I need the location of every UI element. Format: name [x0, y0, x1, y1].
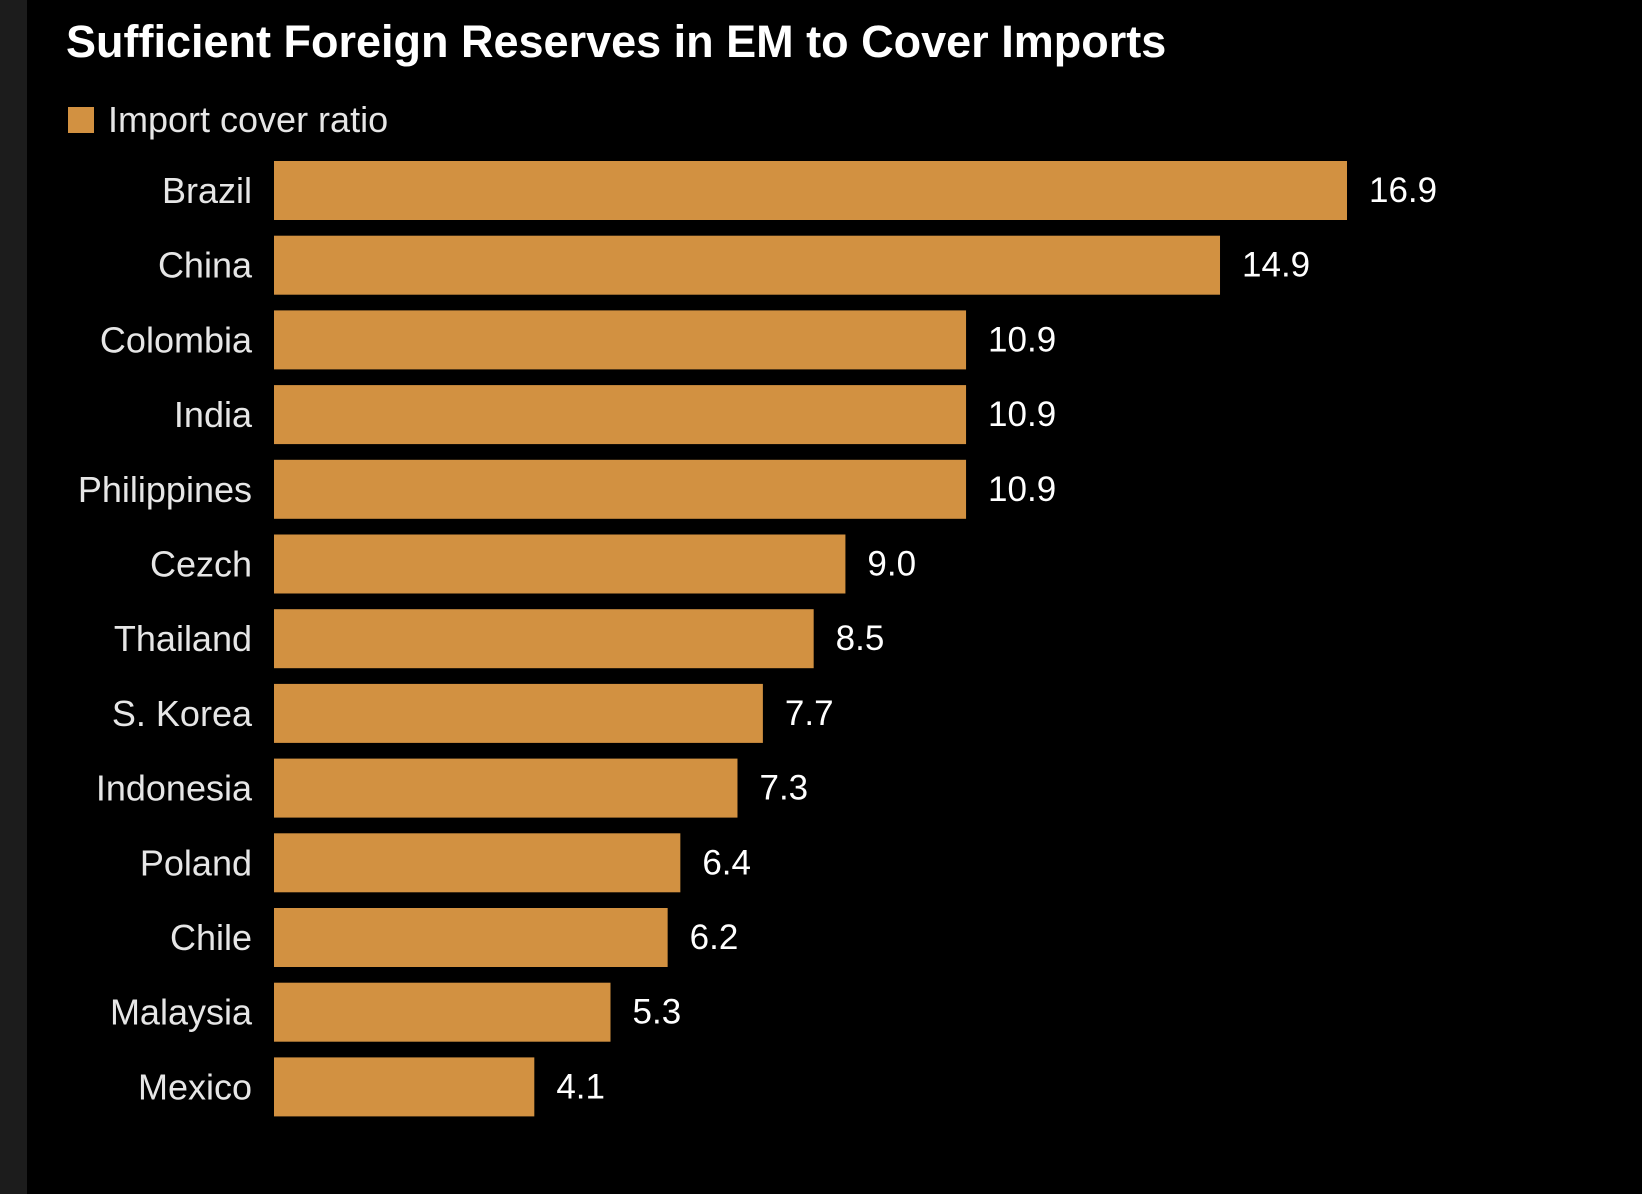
category-label: Colombia: [100, 319, 253, 360]
bar-cezch: [274, 534, 846, 594]
value-label: 10.9: [988, 395, 1056, 434]
legend-label: Import cover ratio: [108, 99, 389, 140]
value-label: 14.9: [1242, 246, 1310, 285]
category-label: Indonesia: [96, 768, 253, 809]
bar-malaysia: [274, 982, 611, 1042]
value-label: 5.3: [633, 993, 682, 1032]
bar-mexico: [274, 1057, 535, 1117]
value-label: 10.9: [988, 470, 1056, 509]
category-label: S. Korea: [112, 693, 253, 734]
value-label: 7.7: [785, 694, 834, 733]
category-label: Chile: [170, 917, 252, 958]
bar-chile: [274, 908, 668, 967]
value-label: 6.4: [702, 843, 751, 882]
value-label: 10.9: [988, 320, 1056, 359]
bar-thailand: [274, 609, 814, 669]
category-label: Thailand: [114, 618, 252, 659]
category-label: Poland: [140, 842, 252, 883]
value-label: 4.1: [556, 1067, 605, 1106]
chart-title: Sufficient Foreign Reserves in EM to Cov…: [66, 16, 1167, 67]
bar-indonesia: [274, 758, 738, 818]
bar-india: [274, 385, 967, 445]
value-label: 16.9: [1369, 171, 1437, 210]
bar-philippines: [274, 459, 967, 519]
bar-colombia: [274, 310, 967, 370]
category-label: India: [174, 394, 253, 435]
category-label: Brazil: [162, 170, 252, 211]
legend: Import cover ratio: [68, 98, 388, 142]
bar-poland: [274, 833, 681, 893]
category-label: Philippines: [78, 469, 252, 510]
category-label: Cezch: [150, 544, 252, 585]
category-label: Mexico: [138, 1066, 252, 1107]
category-label: China: [158, 245, 253, 286]
value-label: 8.5: [836, 619, 885, 658]
bar-china: [274, 235, 1221, 295]
value-label: 7.3: [759, 769, 808, 808]
category-label: Malaysia: [110, 992, 253, 1033]
value-label: 9.0: [867, 545, 916, 584]
bar-brazil: [274, 161, 1347, 220]
legend-swatch: [68, 107, 94, 133]
bar-s-korea: [274, 683, 763, 743]
value-label: 6.2: [690, 918, 739, 957]
